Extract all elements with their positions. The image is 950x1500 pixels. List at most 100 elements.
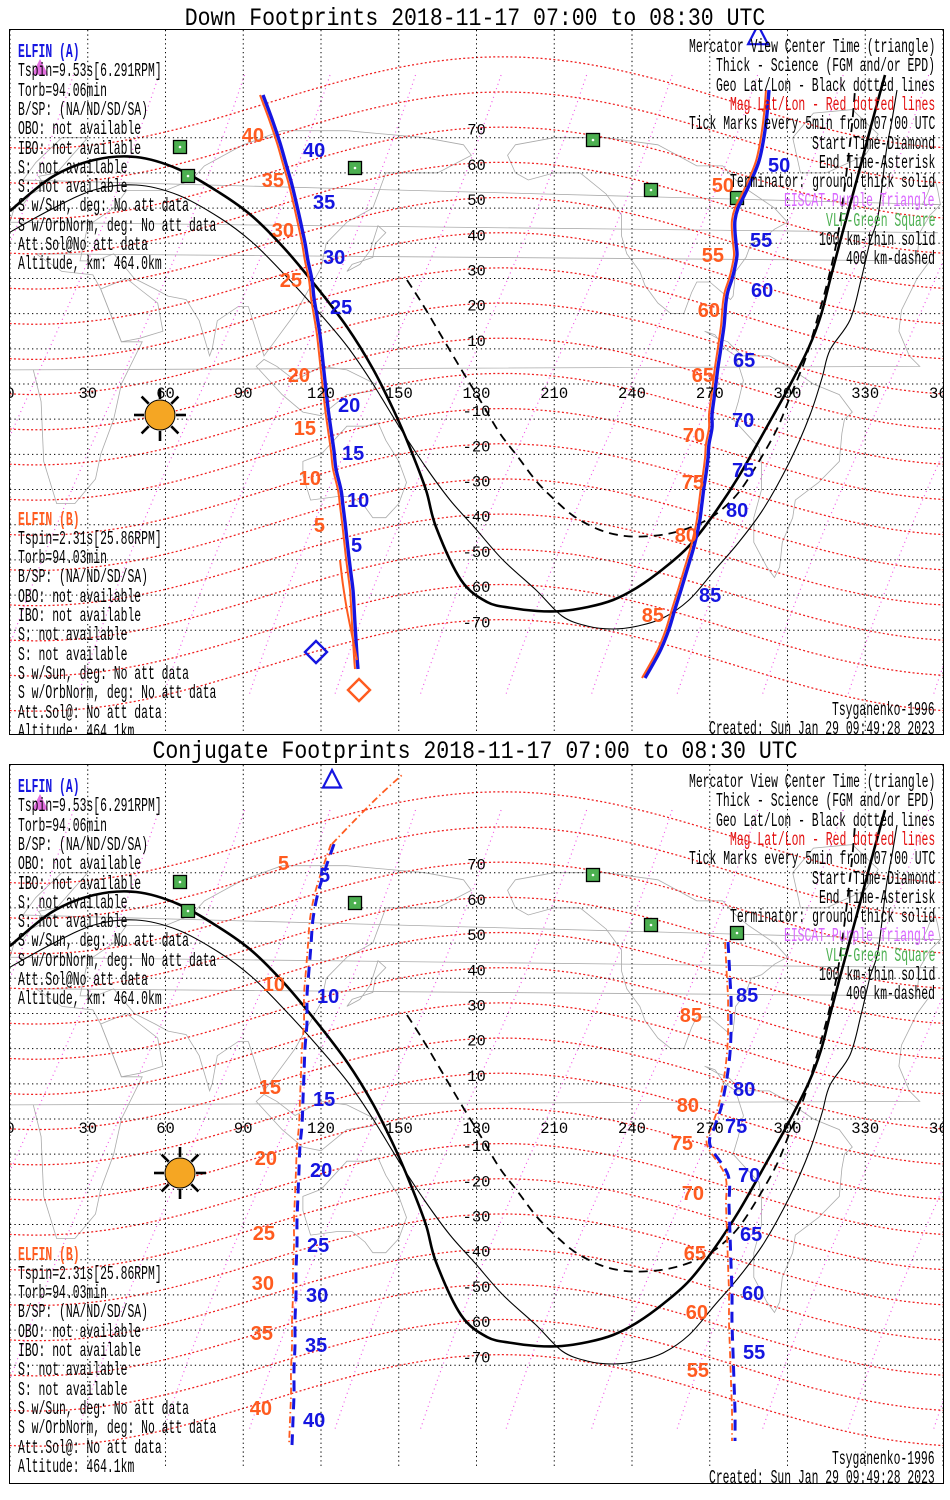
svg-text:30: 30 [272, 220, 294, 242]
svg-text:-50: -50 [463, 544, 491, 562]
svg-text:-70: -70 [463, 1349, 491, 1367]
svg-text:-10: -10 [463, 1138, 491, 1156]
svg-text:60: 60 [467, 892, 486, 910]
svg-text:30: 30 [467, 263, 486, 281]
svg-text:-60: -60 [463, 579, 491, 597]
svg-text:90: 90 [234, 385, 253, 403]
svg-text:25: 25 [330, 297, 352, 319]
svg-text:50: 50 [467, 927, 486, 945]
svg-text:60: 60 [156, 1120, 175, 1138]
svg-text:30: 30 [78, 385, 97, 403]
svg-text:15: 15 [294, 418, 316, 440]
svg-text:40: 40 [467, 227, 486, 245]
svg-text:35: 35 [305, 1335, 327, 1357]
svg-text:70: 70 [738, 1165, 760, 1187]
svg-text:40: 40 [242, 125, 264, 147]
svg-text:60: 60 [751, 280, 773, 302]
svg-text:270: 270 [696, 1120, 724, 1138]
svg-text:75: 75 [671, 1133, 693, 1155]
svg-text:360: 360 [929, 385, 943, 403]
svg-text:60: 60 [686, 1302, 708, 1324]
svg-text:10: 10 [263, 974, 285, 996]
svg-text:360: 360 [929, 1120, 943, 1138]
svg-text:35: 35 [313, 192, 335, 214]
svg-text:20: 20 [338, 395, 360, 417]
svg-text:50: 50 [467, 192, 486, 210]
svg-text:75: 75 [732, 460, 754, 482]
svg-text:20: 20 [310, 1160, 332, 1182]
svg-text:300: 300 [774, 385, 802, 403]
svg-text:330: 330 [851, 1120, 879, 1138]
svg-text:60: 60 [467, 157, 486, 175]
svg-text:-10: -10 [463, 403, 491, 421]
svg-text:75: 75 [725, 1116, 747, 1138]
svg-text:75: 75 [682, 472, 704, 494]
svg-text:-30: -30 [463, 474, 491, 492]
svg-text:60: 60 [742, 1283, 764, 1305]
svg-text:80: 80 [733, 1079, 755, 1101]
svg-text:40: 40 [303, 140, 325, 162]
svg-text:-20: -20 [463, 438, 491, 456]
svg-text:270: 270 [696, 385, 724, 403]
svg-text:65: 65 [684, 1243, 706, 1265]
svg-text:5: 5 [351, 535, 362, 557]
svg-text:0: 0 [10, 1120, 15, 1138]
svg-text:15: 15 [313, 1089, 335, 1111]
svg-text:85: 85 [642, 605, 664, 627]
svg-text:85: 85 [680, 1005, 702, 1027]
svg-text:5: 5 [314, 515, 325, 537]
svg-text:30: 30 [467, 998, 486, 1016]
svg-text:55: 55 [743, 1342, 765, 1364]
svg-text:35: 35 [251, 1323, 273, 1345]
svg-text:70: 70 [467, 122, 486, 140]
svg-text:-20: -20 [463, 1173, 491, 1191]
svg-text:85: 85 [699, 585, 721, 607]
svg-text:180: 180 [463, 1120, 491, 1138]
svg-text:65: 65 [692, 365, 714, 387]
svg-text:10: 10 [317, 986, 339, 1008]
svg-text:10: 10 [467, 1068, 486, 1086]
svg-text:80: 80 [677, 1095, 699, 1117]
svg-text:80: 80 [726, 500, 748, 522]
svg-text:10: 10 [347, 490, 369, 512]
svg-text:150: 150 [385, 1120, 413, 1138]
svg-text:20: 20 [467, 298, 486, 316]
svg-text:-30: -30 [463, 1209, 491, 1227]
svg-text:30: 30 [252, 1273, 274, 1295]
svg-text:120: 120 [307, 385, 335, 403]
svg-text:40: 40 [303, 1410, 325, 1432]
svg-text:90: 90 [234, 1120, 253, 1138]
svg-text:240: 240 [618, 385, 646, 403]
svg-text:210: 210 [540, 385, 568, 403]
svg-text:-40: -40 [463, 1244, 491, 1262]
svg-text:15: 15 [259, 1077, 281, 1099]
svg-text:5: 5 [319, 865, 330, 887]
svg-text:70: 70 [732, 410, 754, 432]
svg-text:30: 30 [306, 1285, 328, 1307]
svg-text:55: 55 [750, 230, 772, 252]
svg-text:55: 55 [687, 1360, 709, 1382]
svg-text:25: 25 [280, 270, 302, 292]
svg-text:60: 60 [156, 385, 175, 403]
svg-text:40: 40 [250, 1398, 272, 1420]
svg-text:30: 30 [323, 247, 345, 269]
svg-text:330: 330 [851, 385, 879, 403]
svg-text:65: 65 [740, 1224, 762, 1246]
svg-text:300: 300 [774, 1120, 802, 1138]
svg-text:-60: -60 [463, 1314, 491, 1332]
svg-text:20: 20 [467, 1033, 486, 1051]
svg-text:30: 30 [78, 1120, 97, 1138]
svg-text:40: 40 [467, 962, 486, 980]
svg-text:70: 70 [682, 1183, 704, 1205]
svg-text:10: 10 [467, 333, 486, 351]
svg-text:60: 60 [698, 300, 720, 322]
svg-text:20: 20 [255, 1148, 277, 1170]
svg-text:55: 55 [702, 245, 724, 267]
svg-text:25: 25 [307, 1235, 329, 1257]
svg-text:80: 80 [675, 525, 697, 547]
svg-text:180: 180 [463, 385, 491, 403]
svg-text:15: 15 [342, 443, 364, 465]
svg-text:5: 5 [278, 853, 289, 875]
svg-text:25: 25 [253, 1223, 275, 1245]
svg-text:-50: -50 [463, 1279, 491, 1297]
